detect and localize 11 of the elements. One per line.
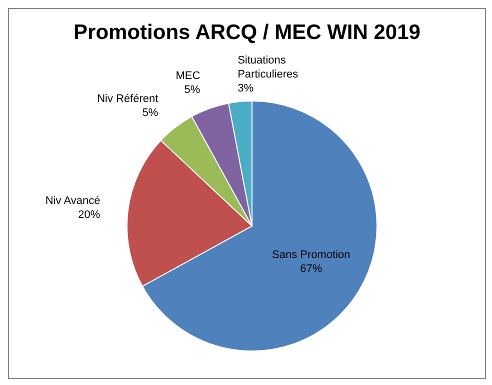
data-label: 3% xyxy=(238,82,254,95)
slice-label: MEC xyxy=(176,70,200,82)
slice-label: Sans Promotion xyxy=(272,248,350,261)
data-label: 5% xyxy=(142,107,158,120)
slice-label: Situations Particulieres xyxy=(238,54,299,81)
data-label: 20% xyxy=(78,208,100,221)
slice-label: Niv Avancé xyxy=(45,194,100,207)
chart-title: Promotions ARCQ / MEC WIN 2019 xyxy=(72,21,422,46)
slice-label: Niv Référent xyxy=(97,93,158,106)
data-label: 5% xyxy=(184,84,200,96)
data-label: 67% xyxy=(300,262,322,275)
